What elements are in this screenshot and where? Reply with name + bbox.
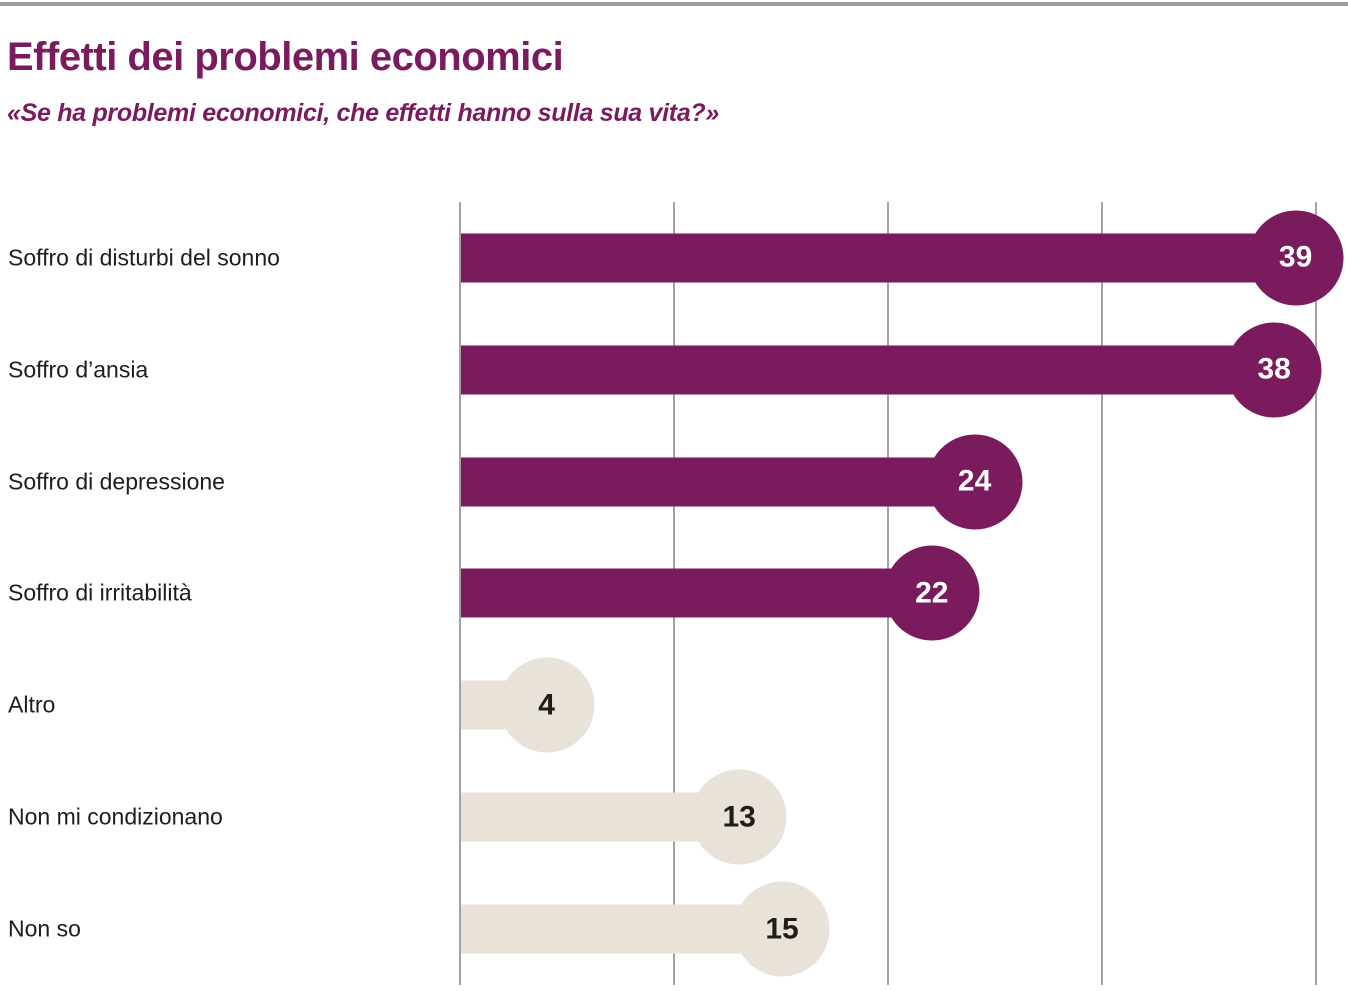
bar — [461, 345, 1275, 395]
category-label: Soffro di irritabilità — [8, 579, 192, 606]
bar — [461, 233, 1296, 283]
chart-row: Non mi condizionano 13 — [0, 761, 1348, 873]
chart-row: Soffro di irritabilità 22 — [0, 538, 1348, 650]
chart-title: Effetti dei problemi economici — [7, 35, 564, 79]
top-rule — [0, 2, 1348, 6]
chart-row: Altro 4 — [0, 649, 1348, 761]
chart-row: Non so 15 — [0, 873, 1348, 985]
chart-subtitle: «Se ha problemi economici, che effetti h… — [7, 99, 719, 127]
value-circle: 22 — [884, 545, 980, 641]
category-label: Soffro di disturbi del sonno — [8, 244, 280, 271]
value-circle: 38 — [1226, 322, 1322, 418]
gridline — [459, 202, 461, 985]
bar — [461, 457, 975, 507]
value-circle: 24 — [927, 434, 1023, 530]
chart-row: Soffro di disturbi del sonno 39 — [0, 202, 1348, 314]
value-label: 24 — [957, 464, 992, 498]
bar — [461, 568, 932, 618]
value-circle: 13 — [691, 769, 787, 865]
chart-row: Soffro di depressione 24 — [0, 426, 1348, 538]
chart-row: Soffro d’ansia 38 — [0, 314, 1348, 426]
value-label: 39 — [1278, 240, 1313, 274]
value-label: 22 — [915, 576, 949, 610]
plot-area: Soffro di disturbi del sonno 39 Soffro d’a… — [0, 202, 1348, 985]
category-label: Altro — [8, 691, 56, 718]
gridline — [1101, 202, 1103, 985]
category-label: Soffro d’ansia — [8, 356, 149, 383]
category-label: Non mi condizionano — [8, 803, 223, 830]
value-label: 15 — [765, 912, 799, 946]
gridline — [1315, 202, 1317, 985]
value-circle: 39 — [1248, 210, 1344, 306]
value-circle: 15 — [734, 881, 830, 977]
category-label: Non so — [8, 915, 81, 942]
bar — [461, 904, 782, 954]
value-circle: 4 — [499, 657, 595, 753]
value-label: 13 — [722, 800, 756, 834]
value-label: 4 — [538, 688, 555, 722]
value-label: 38 — [1257, 352, 1291, 386]
category-label: Soffro di depressione — [8, 468, 225, 495]
